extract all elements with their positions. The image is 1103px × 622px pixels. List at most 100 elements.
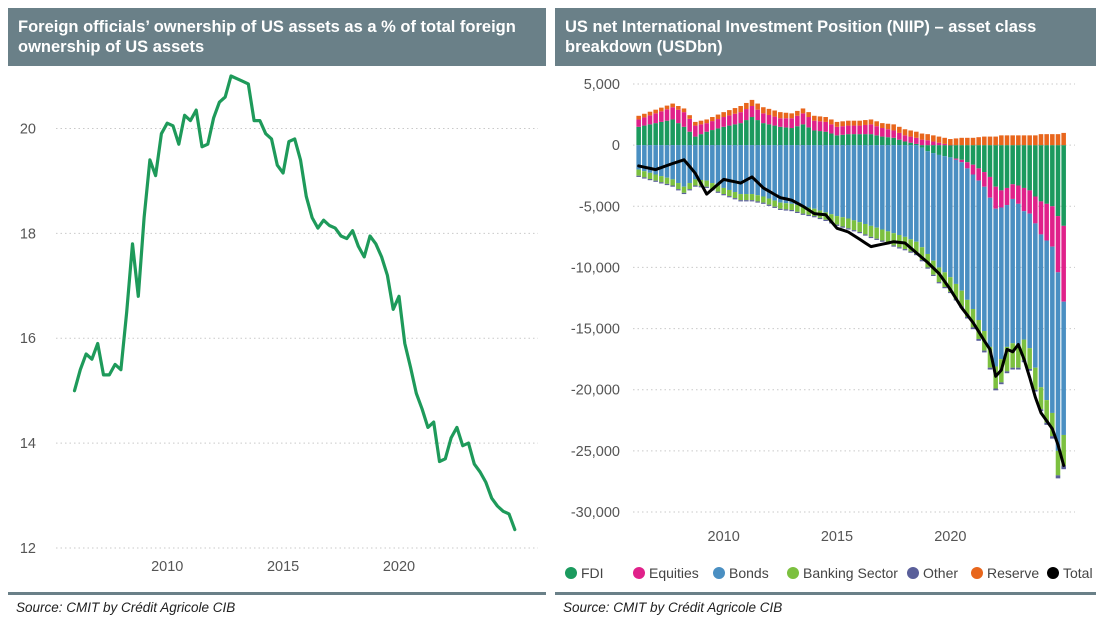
- right-chart-title: US net International Investment Position…: [555, 8, 1096, 66]
- bar-segment-other: [936, 282, 942, 284]
- bar-segment-banking-sector: [846, 218, 851, 229]
- bar-segment-fdi: [778, 126, 783, 146]
- bar-segment-fdi: [795, 126, 800, 146]
- bar-segment-banking-sector: [687, 183, 692, 190]
- bar-segment-bonds: [761, 145, 766, 197]
- bar-segment-equities: [817, 121, 823, 132]
- bar-segment-fdi: [636, 126, 641, 146]
- bar-segment-bonds: [1050, 246, 1055, 413]
- bar-segment-fdi: [863, 134, 868, 146]
- bar-segment-equities: [732, 113, 738, 125]
- bar-segment-fdi: [931, 145, 936, 154]
- bar-segment-equities: [1016, 185, 1021, 204]
- bar-segment-fdi: [1044, 145, 1049, 204]
- y-tick-label: -20,000: [571, 383, 620, 399]
- bar-segment-banking-sector: [965, 299, 970, 317]
- bar-segment-banking-sector: [755, 195, 760, 202]
- bar-segment-other: [999, 382, 1004, 385]
- bar-segment-other: [715, 191, 721, 193]
- bar-segment-bonds: [687, 145, 692, 184]
- bar-segment-bonds: [919, 147, 925, 248]
- bar-segment-equities: [885, 129, 891, 138]
- bar-segment-reserve: [931, 135, 936, 142]
- legend-item-fdi: FDI: [565, 565, 604, 581]
- bar-segment-fdi: [982, 145, 987, 173]
- bar-segment-reserve: [806, 112, 811, 118]
- bar-segment-other: [874, 238, 879, 240]
- bar-segment-fdi: [647, 124, 653, 146]
- bar-segment-bonds: [874, 145, 879, 228]
- x-tick-label: 2010: [708, 529, 740, 545]
- bar-segment-banking-sector: [789, 203, 794, 210]
- bar-segment-reserve: [1027, 135, 1032, 146]
- bar-segment-reserve: [738, 106, 743, 113]
- bar-segment-reserve: [902, 129, 908, 136]
- bar-segment-fdi: [761, 123, 766, 146]
- bar-segment-equities: [659, 111, 664, 122]
- bar-segment-reserve: [919, 133, 925, 140]
- bar-segment-other: [931, 274, 936, 276]
- bar-segment-fdi: [766, 124, 772, 146]
- bar-segment-reserve: [834, 121, 840, 127]
- bar-segment-fdi: [817, 131, 823, 146]
- bar-segment-reserve: [959, 137, 964, 146]
- bar-segment-other: [636, 175, 641, 177]
- bar-segment-other: [783, 209, 789, 211]
- bar-segment-reserve: [857, 120, 862, 126]
- bar-segment-equities: [704, 123, 709, 132]
- bar-segment-fdi: [834, 135, 840, 146]
- bar-segment-equities: [919, 139, 925, 146]
- bar-segment-reserve: [715, 114, 721, 120]
- bar-segment-equities: [766, 114, 772, 125]
- bar-segment-fdi: [1010, 145, 1015, 185]
- bar-segment-equities: [840, 126, 845, 135]
- bar-segment-fdi: [772, 125, 777, 146]
- bar-segment-fdi: [874, 135, 879, 146]
- bar-segment-bonds: [755, 145, 760, 196]
- bar-segment-fdi: [1055, 145, 1061, 217]
- bar-segment-other: [744, 200, 749, 202]
- bar-segment-other: [863, 234, 868, 236]
- bar-segment-other: [642, 177, 647, 179]
- bar-segment-other: [772, 206, 777, 208]
- bar-segment-equities: [823, 121, 828, 132]
- bar-segment-reserve: [908, 130, 913, 137]
- bar-segment-banking-sector: [1033, 367, 1038, 390]
- bar-segment-bonds: [721, 145, 726, 188]
- bar-segment-fdi: [676, 123, 681, 146]
- bar-segment-reserve: [653, 109, 658, 114]
- bar-segment-reserve: [925, 134, 930, 141]
- bar-segment-equities: [874, 126, 879, 136]
- bar-segment-reserve: [710, 117, 715, 122]
- bar-segment-bonds: [772, 145, 777, 201]
- y-tick-label: 5,000: [584, 77, 620, 93]
- total-line: [637, 158, 1066, 467]
- bar-segment-banking-sector: [749, 194, 755, 201]
- bar-segment-other: [1016, 367, 1021, 370]
- bar-segment-fdi: [948, 145, 953, 158]
- bar-segment-banking-sector: [880, 229, 885, 241]
- bar-segment-equities: [953, 158, 959, 160]
- bar-segment-equities: [1021, 187, 1027, 212]
- bar-segment-equities: [863, 124, 868, 135]
- bar-segment-fdi: [897, 139, 902, 146]
- bar-segment-reserve: [693, 121, 698, 126]
- bar-segment-bonds: [795, 145, 800, 206]
- bar-segment-reserve: [1044, 134, 1049, 146]
- bar-segment-reserve: [670, 103, 675, 108]
- bar-segment-equities: [647, 115, 653, 125]
- bar-segment-bonds: [704, 145, 709, 181]
- bar-segment-equities: [914, 137, 919, 144]
- bar-segment-bonds: [778, 145, 783, 203]
- bar-segment-reserve: [749, 99, 755, 107]
- bar-segment-reserve: [636, 115, 641, 120]
- bar-segment-banking-sector: [778, 202, 783, 209]
- bar-segment-other: [693, 185, 698, 187]
- bar-segment-bonds: [908, 145, 913, 240]
- bar-segment-equities: [868, 124, 874, 135]
- bar-segment-banking-sector: [1055, 450, 1061, 476]
- bar-segment-bonds: [676, 145, 681, 184]
- bar-segment-reserve: [948, 139, 953, 146]
- bar-segment-equities: [755, 109, 760, 121]
- bar-segment-banking-sector: [676, 183, 681, 190]
